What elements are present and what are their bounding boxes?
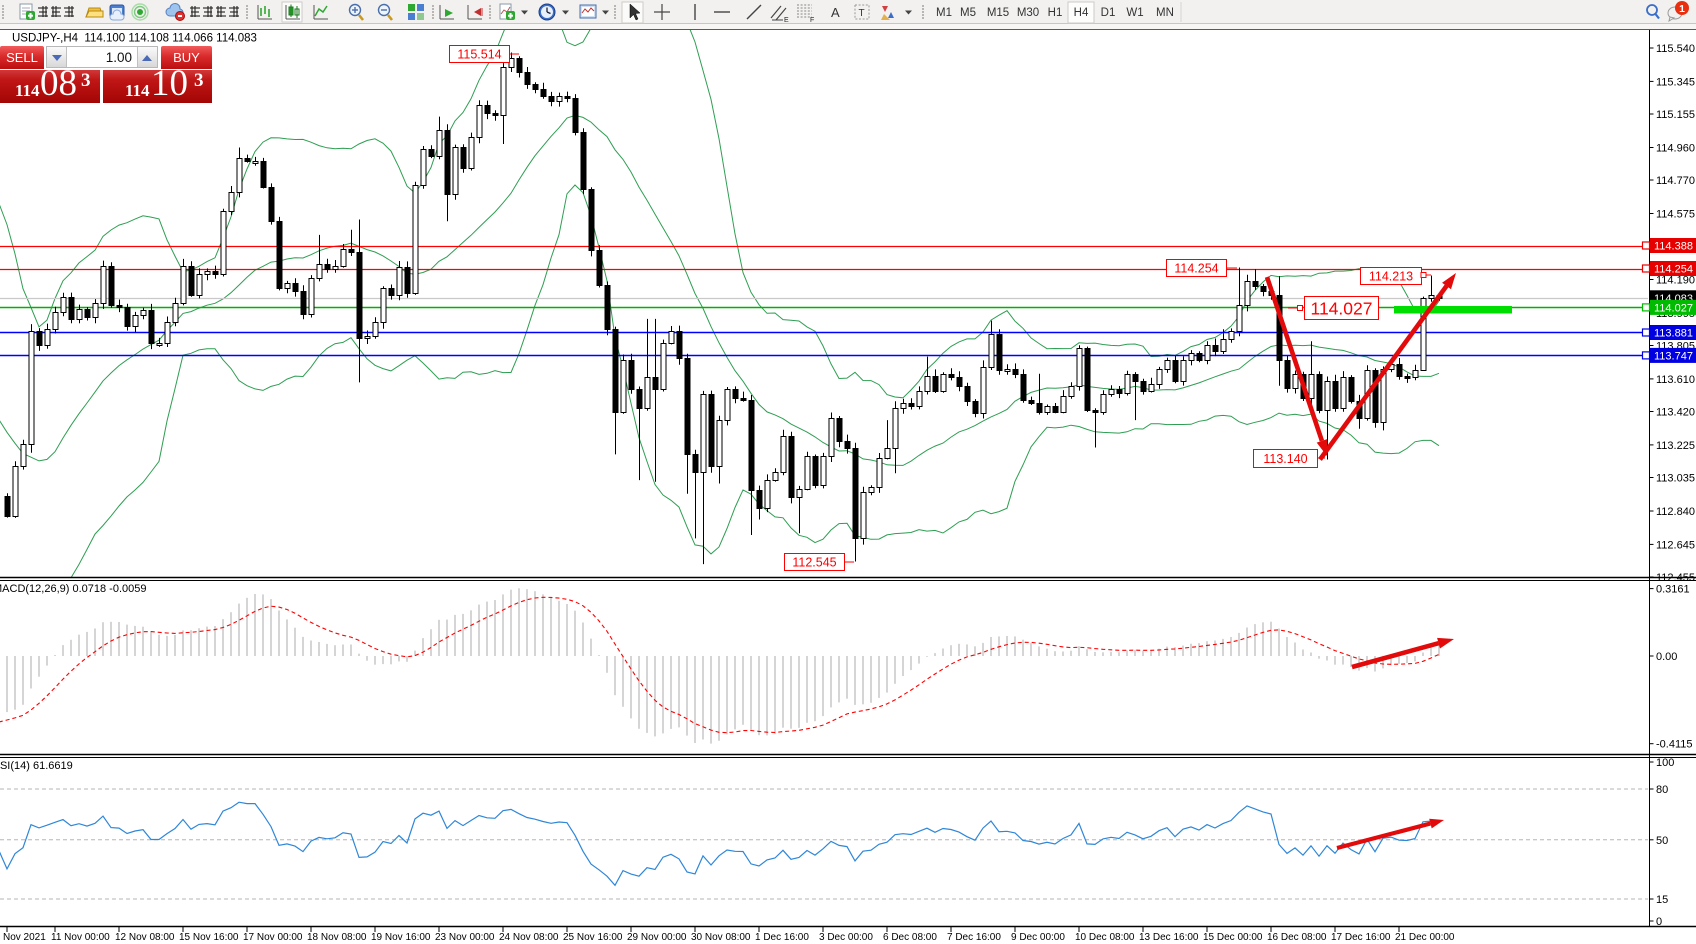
svg-text:113.420: 113.420 — [1656, 407, 1695, 419]
svg-text:9 Dec 00:00: 9 Dec 00:00 — [1011, 932, 1065, 943]
svg-text:M1: M1 — [936, 7, 952, 19]
svg-text:16 Dec 08:00: 16 Dec 08:00 — [1267, 932, 1327, 943]
svg-text:113.140: 113.140 — [1263, 452, 1307, 466]
svg-text:13 Dec 16:00: 13 Dec 16:00 — [1139, 932, 1199, 943]
svg-text:115.540: 115.540 — [1656, 43, 1695, 55]
svg-text:1 Dec 16:00: 1 Dec 16:00 — [755, 932, 809, 943]
svg-text:115.514: 115.514 — [457, 48, 501, 62]
svg-text:114.960: 114.960 — [1656, 143, 1695, 155]
svg-text:Nov 2021: Nov 2021 — [3, 932, 46, 943]
svg-text:12 Nov 08:00: 12 Nov 08:00 — [115, 932, 175, 943]
svg-text:3 Dec 00:00: 3 Dec 00:00 — [819, 932, 873, 943]
svg-text:7 Dec 16:00: 7 Dec 16:00 — [947, 932, 1001, 943]
svg-text:18 Nov 08:00: 18 Nov 08:00 — [307, 932, 367, 943]
svg-text:0.00: 0.00 — [1656, 651, 1677, 663]
svg-text:0.3161: 0.3161 — [1656, 584, 1690, 596]
svg-text:114.575: 114.575 — [1656, 209, 1695, 221]
svg-text:E: E — [784, 17, 789, 24]
svg-text:114.027: 114.027 — [1311, 298, 1373, 318]
svg-text:15 Nov 16:00: 15 Nov 16:00 — [179, 932, 239, 943]
svg-text:115.155: 115.155 — [1656, 109, 1695, 121]
svg-text:MACD(12,26,9) 0.0718 -0.0059: MACD(12,26,9) 0.0718 -0.0059 — [0, 583, 146, 595]
svg-text:M30: M30 — [1017, 7, 1039, 19]
svg-text:113.225: 113.225 — [1656, 440, 1695, 452]
svg-text:-0.4115: -0.4115 — [1656, 739, 1693, 751]
svg-text:15 Dec 00:00: 15 Dec 00:00 — [1203, 932, 1263, 943]
svg-text:23 Nov 00:00: 23 Nov 00:00 — [435, 932, 495, 943]
svg-text:17 Nov 00:00: 17 Nov 00:00 — [243, 932, 303, 943]
svg-text:114.254: 114.254 — [1174, 262, 1218, 276]
svg-text:114.027: 114.027 — [1654, 302, 1693, 314]
svg-text:115.345: 115.345 — [1656, 76, 1695, 88]
svg-text:114.254: 114.254 — [1654, 264, 1693, 276]
svg-text:6 Dec 08:00: 6 Dec 08:00 — [883, 932, 937, 943]
svg-text:H4: H4 — [1074, 7, 1089, 19]
svg-text:1: 1 — [1679, 3, 1685, 15]
svg-text:17 Dec 16:00: 17 Dec 16:00 — [1331, 932, 1391, 943]
svg-text:A: A — [831, 5, 840, 20]
svg-text:25 Nov 16:00: 25 Nov 16:00 — [563, 932, 623, 943]
svg-text:114.190: 114.190 — [1656, 275, 1695, 287]
svg-text:T: T — [859, 8, 865, 19]
svg-text:113.610: 113.610 — [1656, 374, 1695, 386]
svg-text:112.545: 112.545 — [792, 556, 836, 570]
svg-text:D1: D1 — [1101, 7, 1116, 19]
svg-text:RSI(14) 61.6619: RSI(14) 61.6619 — [0, 760, 73, 772]
svg-text:113.035: 113.035 — [1656, 473, 1695, 485]
svg-text:MN: MN — [1156, 7, 1174, 19]
svg-text:112.455: 112.455 — [1656, 572, 1695, 584]
svg-text:100: 100 — [1656, 757, 1674, 769]
svg-text:29 Nov 00:00: 29 Nov 00:00 — [627, 932, 687, 943]
svg-text:24 Nov 08:00: 24 Nov 08:00 — [499, 932, 559, 943]
svg-text:M15: M15 — [987, 7, 1009, 19]
svg-text:10 Dec 08:00: 10 Dec 08:00 — [1075, 932, 1135, 943]
svg-text:H1: H1 — [1048, 7, 1063, 19]
svg-text:M5: M5 — [960, 7, 976, 19]
svg-text:114.770: 114.770 — [1656, 175, 1695, 187]
svg-text:113.881: 113.881 — [1654, 328, 1693, 340]
svg-text:112.645: 112.645 — [1656, 539, 1695, 551]
svg-text:15: 15 — [1656, 894, 1668, 906]
svg-text:50: 50 — [1656, 835, 1668, 847]
svg-text:USDJPY-,H4 114.100 114.108 11: USDJPY-,H4 114.100 114.108 114.066 114.0… — [12, 33, 257, 45]
svg-text:W1: W1 — [1126, 7, 1143, 19]
svg-text:114.213: 114.213 — [1369, 270, 1413, 284]
svg-text:21 Dec 00:00: 21 Dec 00:00 — [1395, 932, 1455, 943]
svg-text:30 Nov 08:00: 30 Nov 08:00 — [691, 932, 751, 943]
svg-text:0: 0 — [1656, 916, 1662, 928]
svg-text:112.840: 112.840 — [1656, 506, 1695, 518]
svg-text:F: F — [810, 17, 814, 24]
svg-text:19 Nov 16:00: 19 Nov 16:00 — [371, 932, 431, 943]
svg-text:114.388: 114.388 — [1654, 241, 1693, 253]
svg-text:113.747: 113.747 — [1654, 350, 1693, 362]
svg-text:11 Nov 00:00: 11 Nov 00:00 — [51, 932, 110, 943]
svg-text:80: 80 — [1656, 784, 1668, 796]
